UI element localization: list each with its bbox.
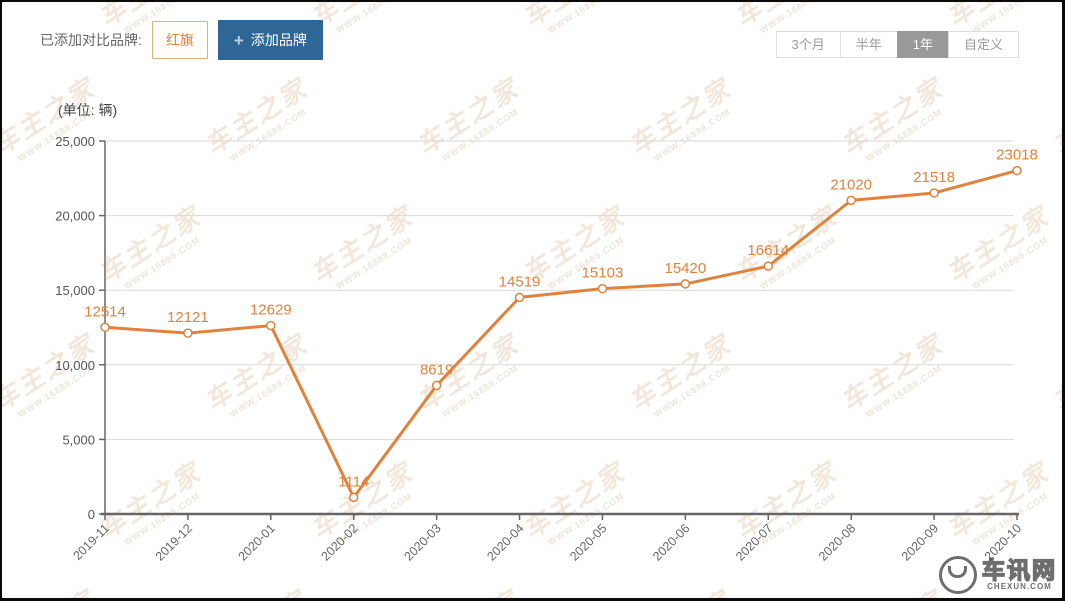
data-point-label: 12629 [250,302,292,319]
range-button-1year[interactable]: 1年 [896,31,949,58]
logo-domain: CHEXUN.COM [987,582,1052,591]
y-axis-tick-label: 10,000 [55,358,95,373]
data-point[interactable] [597,283,608,294]
x-axis-tick-label: 2019-12 [153,521,195,563]
x-axis-tick-label: 2020-06 [650,521,692,563]
data-point[interactable] [183,328,193,338]
data-point-label: 8619 [420,361,453,378]
add-brand-button[interactable]: + 添加品牌 [217,20,323,60]
data-point-label: 21020 [830,176,872,193]
data-point-label: 16614 [747,242,789,259]
range-button-custom[interactable]: 自定义 [947,31,1019,58]
data-point-label: 12121 [167,309,209,326]
data-point[interactable] [680,279,691,289]
data-point[interactable] [1012,165,1022,176]
x-axis-tick-label: 2020-05 [567,521,609,563]
time-range-selector: 3个月 半年 1年 自定义 [775,31,1019,58]
data-point-label: 1114 [338,473,369,490]
chexun-logo: 车讯网 CHEXUN.COM [939,556,1057,594]
data-point[interactable] [431,380,442,391]
data-point-label: 14519 [499,273,541,290]
data-point-label: 21518 [913,169,955,186]
x-axis-tick-label: 2020-08 [816,521,858,563]
x-axis-tick-label: 2020-03 [401,521,443,563]
x-axis-tick-label: 2020-01 [236,521,278,563]
data-point-label: 12514 [84,303,126,320]
added-brands-label: 已添加对比品牌: [40,32,142,48]
y-axis-tick-label: 0 [88,507,95,522]
toolbar-left: 已添加对比品牌: 红旗 + 添加品牌 [40,20,323,60]
unit-label: (单位: 辆) [58,102,118,118]
data-point[interactable] [514,292,525,303]
range-button-3months[interactable]: 3个月 [775,31,841,58]
x-axis-tick-label: 2020-09 [899,521,941,563]
smiley-face-icon [939,556,977,594]
range-button-halfyear[interactable]: 半年 [839,31,898,58]
x-axis-tick-label: 2020-02 [319,521,361,563]
data-point[interactable] [266,320,276,331]
logo-text: 车讯网 CHEXUN.COM [981,557,1057,591]
plus-icon: + [233,30,244,50]
y-axis-tick-label: 20,000 [55,209,95,224]
data-point[interactable] [763,261,774,271]
x-axis-tick-label: 2019-11 [70,521,112,563]
y-axis-tick-label: 5,000 [62,432,95,447]
data-point[interactable] [846,195,856,206]
data-point[interactable] [929,188,939,198]
series-line [103,169,1019,499]
x-axis-tick-label: 2020-04 [484,521,526,563]
add-brand-label: 添加品牌 [250,32,307,48]
y-axis-tick-label: 15,000 [55,283,95,298]
logo-name: 车讯网 [981,557,1057,583]
data-point[interactable] [348,492,359,503]
data-point-label: 15420 [665,260,707,277]
x-axis-tick-label: 2020-07 [733,521,775,563]
data-point[interactable] [100,322,110,333]
data-point-label: 23018 [996,147,1038,164]
brand-chip-hongqi[interactable]: 红旗 [151,21,208,59]
y-axis-tick-label: 25,000 [55,134,95,149]
data-point-label: 15103 [582,265,624,282]
